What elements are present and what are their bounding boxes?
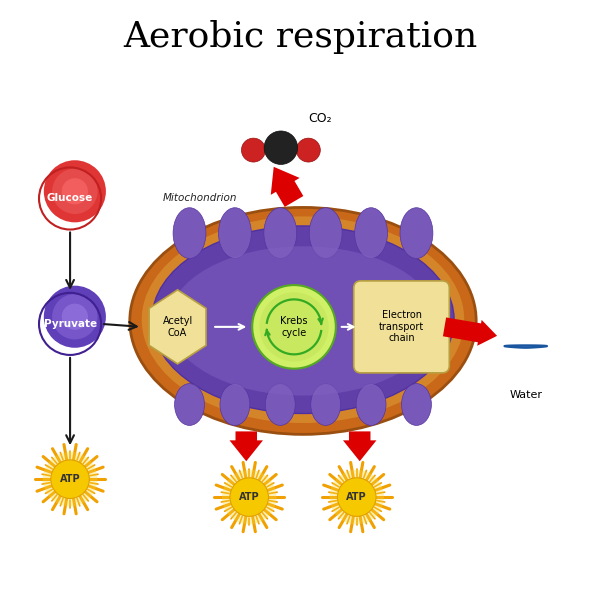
Ellipse shape	[400, 208, 433, 259]
Ellipse shape	[169, 246, 437, 395]
Circle shape	[43, 452, 97, 506]
Ellipse shape	[309, 208, 342, 259]
Text: Acetyl
CoA: Acetyl CoA	[163, 316, 193, 338]
Circle shape	[337, 478, 376, 517]
Circle shape	[44, 286, 106, 348]
Ellipse shape	[130, 208, 476, 434]
Ellipse shape	[218, 208, 251, 259]
Polygon shape	[343, 431, 376, 461]
Text: Electron
transport
chain: Electron transport chain	[379, 310, 424, 343]
Ellipse shape	[142, 217, 464, 423]
Ellipse shape	[173, 208, 206, 259]
Ellipse shape	[265, 383, 295, 425]
Ellipse shape	[355, 208, 388, 259]
Text: Krebs
cycle: Krebs cycle	[280, 316, 308, 338]
Circle shape	[52, 169, 98, 214]
FancyBboxPatch shape	[354, 281, 449, 373]
Circle shape	[259, 292, 329, 362]
Polygon shape	[149, 290, 206, 364]
Ellipse shape	[175, 383, 205, 425]
Polygon shape	[271, 167, 304, 207]
Text: ATP: ATP	[60, 474, 80, 484]
Text: Pyruvate: Pyruvate	[44, 319, 97, 329]
Circle shape	[62, 178, 88, 205]
Ellipse shape	[311, 383, 341, 425]
Circle shape	[329, 470, 384, 524]
Circle shape	[230, 478, 269, 517]
Circle shape	[296, 138, 320, 162]
Polygon shape	[505, 346, 547, 348]
Ellipse shape	[152, 226, 454, 413]
Ellipse shape	[401, 383, 431, 425]
Circle shape	[52, 294, 98, 340]
Circle shape	[252, 285, 336, 368]
Text: Aerobic respiration: Aerobic respiration	[123, 20, 477, 54]
Circle shape	[62, 304, 88, 330]
Ellipse shape	[264, 208, 297, 259]
Ellipse shape	[220, 383, 250, 425]
Circle shape	[264, 131, 298, 164]
Text: Glucose: Glucose	[47, 193, 93, 203]
Circle shape	[241, 138, 265, 162]
Ellipse shape	[356, 383, 386, 425]
Polygon shape	[230, 431, 263, 461]
Text: ATP: ATP	[346, 492, 367, 502]
Text: Mitochondrion: Mitochondrion	[163, 193, 237, 203]
Text: ATP: ATP	[239, 492, 260, 502]
Circle shape	[51, 460, 89, 499]
Circle shape	[44, 160, 106, 223]
Polygon shape	[443, 317, 497, 346]
Circle shape	[222, 470, 277, 524]
Text: CO₂: CO₂	[308, 112, 332, 125]
Text: Water: Water	[509, 389, 542, 400]
